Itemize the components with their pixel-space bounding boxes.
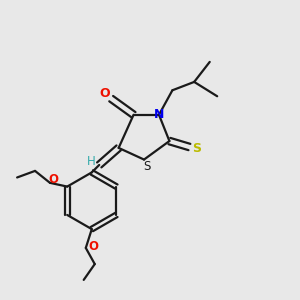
Text: S: S — [192, 142, 201, 155]
Text: S: S — [143, 160, 151, 172]
Text: O: O — [88, 240, 98, 253]
Text: N: N — [154, 108, 164, 121]
Text: O: O — [99, 87, 110, 100]
Text: H: H — [86, 155, 95, 168]
Text: O: O — [49, 173, 58, 186]
